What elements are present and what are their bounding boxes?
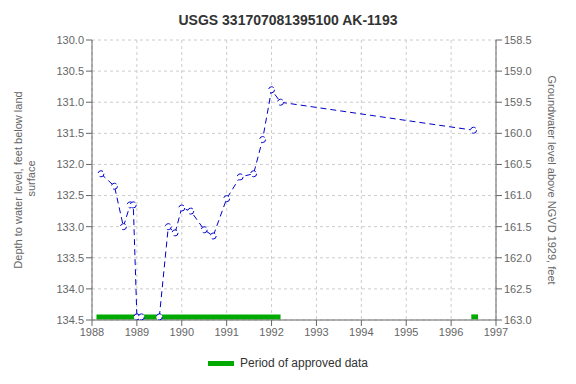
svg-text:162.0: 162.0 — [504, 252, 532, 264]
svg-text:131.0: 131.0 — [56, 96, 84, 108]
svg-text:1996: 1996 — [439, 326, 463, 338]
svg-text:1995: 1995 — [394, 326, 418, 338]
svg-text:160.5: 160.5 — [504, 158, 532, 170]
svg-text:163.0: 163.0 — [504, 314, 532, 326]
svg-text:1997: 1997 — [484, 326, 508, 338]
svg-text:133.5: 133.5 — [56, 252, 84, 264]
svg-text:133.0: 133.0 — [56, 221, 84, 233]
svg-text:130.5: 130.5 — [56, 65, 84, 77]
svg-text:134.0: 134.0 — [56, 283, 84, 295]
svg-text:1989: 1989 — [125, 326, 149, 338]
html-text:Period of approved data: Period of approved data — [240, 356, 368, 370]
svg-text:161.0: 161.0 — [504, 189, 532, 201]
svg-text:134.5: 134.5 — [56, 314, 84, 326]
svg-text:161.5: 161.5 — [504, 221, 532, 233]
svg-text:132.5: 132.5 — [56, 189, 84, 201]
svg-text:Depth to water level, feet bel: Depth to water level, feet below land su… — [12, 91, 37, 268]
svg-text:Groundwater level above NGVD 1: Groundwater level above NGVD 1929, feet — [546, 75, 558, 284]
svg-text:1994: 1994 — [349, 326, 373, 338]
svg-text:159.0: 159.0 — [504, 65, 532, 77]
svg-text:1991: 1991 — [214, 326, 238, 338]
svg-text:160.0: 160.0 — [504, 127, 532, 139]
svg-text:132.0: 132.0 — [56, 158, 84, 170]
svg-text:1992: 1992 — [259, 326, 283, 338]
svg-text:131.5: 131.5 — [56, 127, 84, 139]
svg-text:162.5: 162.5 — [504, 283, 532, 295]
svg-text:159.5: 159.5 — [504, 96, 532, 108]
svg-text:1988: 1988 — [80, 326, 104, 338]
svg-text:1993: 1993 — [304, 326, 328, 338]
svg-text:158.5: 158.5 — [504, 34, 532, 46]
html-text:USGS 331707081395100 AK-1193: USGS 331707081395100 AK-1193 — [178, 12, 398, 28]
svg-text:1990: 1990 — [170, 326, 194, 338]
svg-text:130.0: 130.0 — [56, 34, 84, 46]
